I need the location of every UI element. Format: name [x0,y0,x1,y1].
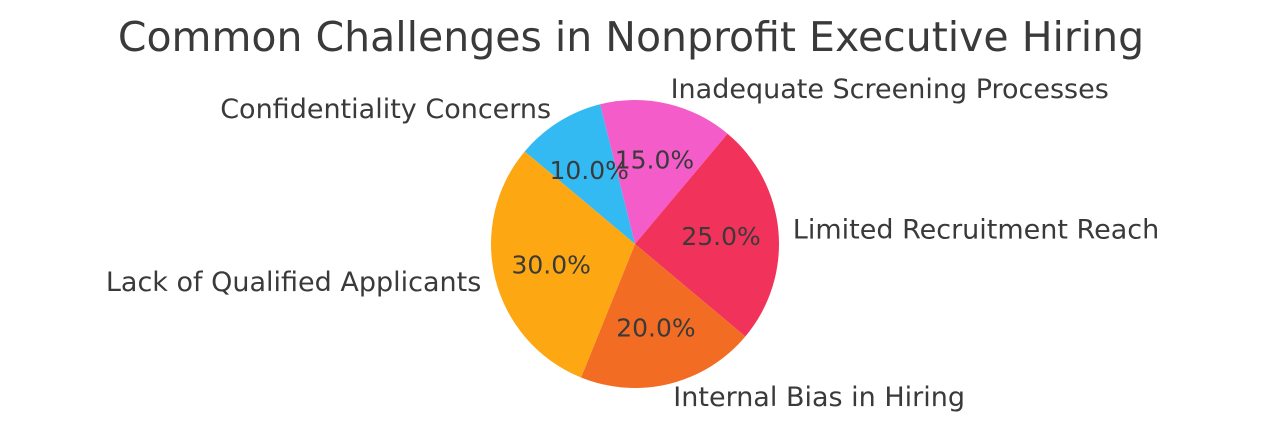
pie-pct-label-3: 15.0% [615,145,694,174]
pie-slice-label-3: Inadequate Screening Processes [671,74,1109,105]
pie-slice-3 [600,100,728,245]
pie-pct-label-0: 30.0% [511,250,590,279]
pie-slice-label-2: Limited Recruitment Reach [793,215,1159,246]
pie-slice-label-1: Internal Bias in Hiring [673,382,965,413]
pie-slice-0 [491,151,635,378]
chart-title: Common Challenges in Nonprofit Executive… [118,13,1144,61]
pie-pct-label-4: 10.0% [549,156,628,185]
pie-slice-4 [524,104,635,244]
pie-pct-label-2: 25.0% [681,222,760,251]
pie-pct-label-1: 20.0% [616,313,695,342]
pie-slice-1 [581,244,746,388]
pie-slice-2 [635,133,779,337]
pie-slice-label-4: Confidentiality Concerns [220,94,551,125]
pie-slice-label-0: Lack of Qualified Applicants [106,267,481,298]
